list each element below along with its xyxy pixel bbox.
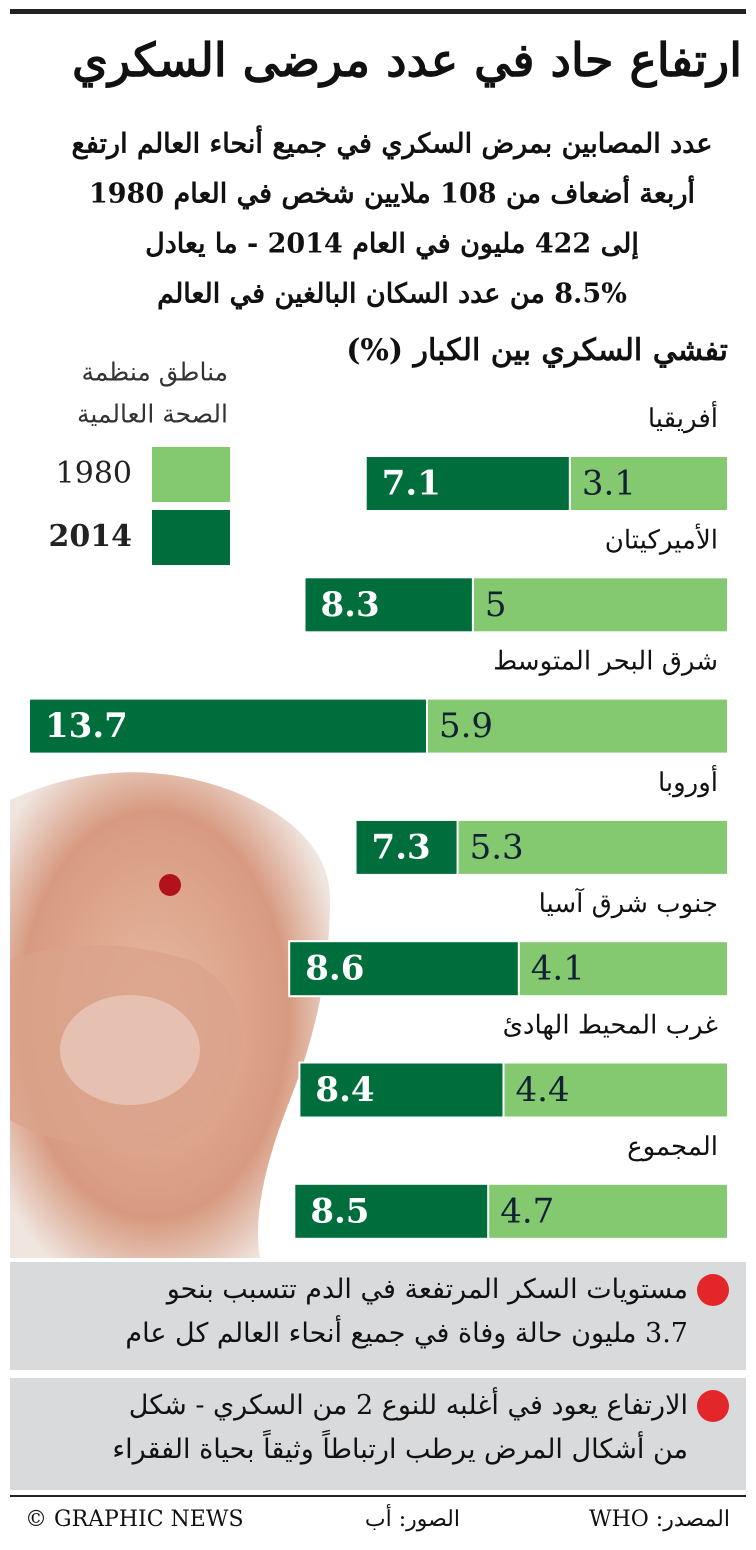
chart-title: تفشي السكري بين الكبار (%) xyxy=(346,333,728,368)
bullet xyxy=(697,1390,729,1422)
subtitle-line: أربعة أضعاف من 108 ملايين شخص في العام 1… xyxy=(89,176,695,211)
note-box xyxy=(10,1262,746,1370)
category-label: شرق البحر المتوسط xyxy=(493,647,718,677)
category-label: أوروبا xyxy=(658,764,718,798)
source: المصدر: WHO xyxy=(589,1507,730,1532)
notes: مستويات السكر المرتفعة في الدم تتسبب بنح… xyxy=(112,1274,729,1465)
bullet xyxy=(697,1274,729,1306)
bar xyxy=(568,455,729,512)
bar xyxy=(425,697,729,755)
bar xyxy=(487,1182,729,1240)
value-label: 3.1 xyxy=(582,464,636,504)
subtitle: عدد المصابين بمرض السكري في جميع أنحاء ا… xyxy=(72,126,713,311)
note-line: مستويات السكر المرتفعة في الدم تتسبب بنح… xyxy=(165,1274,688,1305)
bar xyxy=(456,818,729,876)
category-label: جنوب شرق آسيا xyxy=(539,887,718,919)
note: الارتفاع يعود في أغلبه للنوع 2 من السكري… xyxy=(112,1387,688,1465)
value-label: 8.6 xyxy=(305,949,364,989)
value-label: 13.7 xyxy=(45,706,128,746)
credit: © GRAPHIC NEWS xyxy=(25,1507,244,1532)
value-label: 5.3 xyxy=(470,827,524,867)
value-label: 4.1 xyxy=(531,949,585,989)
note: مستويات السكر المرتفعة في الدم تتسبب بنح… xyxy=(125,1274,688,1349)
legend-title: الصحة العالمية xyxy=(77,400,228,429)
legend-swatch xyxy=(152,447,230,502)
subtitle-line: عدد المصابين بمرض السكري في جميع أنحاء ا… xyxy=(72,126,713,161)
value-label: 8.4 xyxy=(315,1070,374,1110)
footer-rule xyxy=(10,1495,746,1497)
bar xyxy=(502,1061,730,1119)
category-label: الأميركيتان xyxy=(605,522,718,555)
bar xyxy=(517,940,730,998)
subtitle-line: إلى 422 مليون في العام 2014 - ما يعادل xyxy=(145,229,639,261)
photo-credit: الصور: أب xyxy=(365,1503,460,1532)
value-label: 5 xyxy=(485,585,507,625)
note-box xyxy=(10,1378,746,1490)
value-label: 7.1 xyxy=(382,464,441,504)
value-label: 7.3 xyxy=(372,827,431,867)
subtitle-line: 8.5% من عدد السكان البالغين في العالم xyxy=(157,279,627,311)
note-line: من أشكال المرض يرطب ارتباطاً وثيقاً بحيا… xyxy=(112,1429,688,1465)
bars: أفريقيا 7.1 3.1 الأميركيتان 8.3 5 شرق البحر ال… xyxy=(28,400,730,1240)
value-label: 4.7 xyxy=(500,1191,554,1231)
legend-title: مناطق منظمة xyxy=(81,358,228,388)
value-label: 5.9 xyxy=(439,706,493,746)
value-label: 8.5 xyxy=(310,1191,369,1231)
value-label: 8.3 xyxy=(321,585,380,625)
top-rule xyxy=(10,9,746,14)
legend-label: 2014 xyxy=(49,519,133,554)
legend: مناطق منظمة الصحة العالمية 1980 2014 xyxy=(49,358,230,565)
photo xyxy=(10,772,330,1258)
value-label: 4.4 xyxy=(516,1070,570,1110)
legend-label: 1980 xyxy=(56,456,132,491)
category-label: غرب المحيط الهادئ xyxy=(503,1011,718,1041)
bar xyxy=(471,576,729,634)
category-label: أفريقيا xyxy=(648,400,718,434)
title: ارتفاع حاد في عدد مرضى السكري xyxy=(72,33,742,88)
category-label: المجموع xyxy=(627,1132,718,1162)
note-line: الارتفاع يعود في أغلبه للنوع 2 من السكري… xyxy=(129,1387,688,1421)
note-line: 3.7 مليون حالة وفاة في جميع أنحاء العالم… xyxy=(125,1315,688,1349)
legend-swatch xyxy=(152,510,230,565)
